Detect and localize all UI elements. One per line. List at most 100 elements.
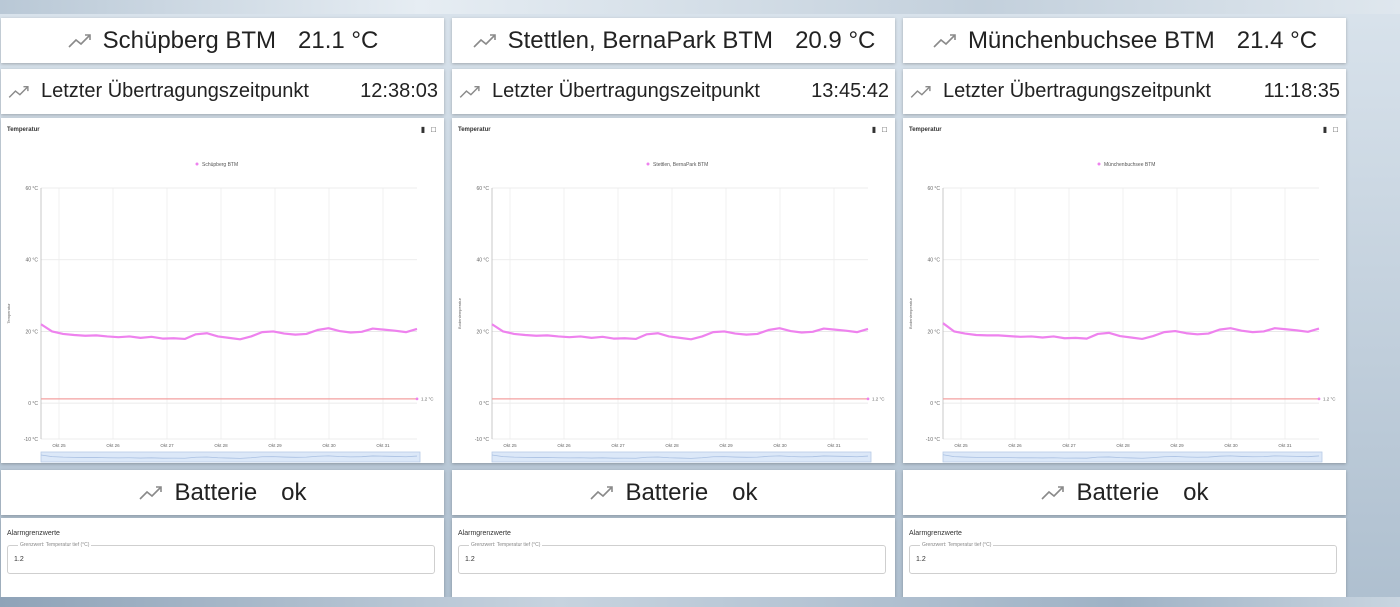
export-icon[interactable]: ▮ (871, 125, 877, 134)
y-axis-label: Temperatur (6, 303, 11, 324)
alarm-threshold-field[interactable]: Grenzwert: Temperatur tief (°C) 1.2 (458, 542, 886, 574)
last-transmission-card[interactable]: Letzter Übertragungszeitpunkt 13:45:42 (452, 69, 895, 114)
temperature-chart-card: Schüpberg BTM 60 °C 40 °C 20 °C 0 °C -10 °C Te… (1, 118, 444, 463)
trend-icon (7, 84, 31, 100)
y-tick-label: 20 °C (25, 329, 38, 335)
navigator-series (40, 454, 418, 459)
x-tick-label: Okt 25 (503, 443, 517, 448)
trend-icon (589, 484, 615, 502)
sensor-name: Stettlen, BernaPark BTM (507, 26, 774, 54)
navigator-series (491, 454, 869, 459)
temperature-series-line[interactable] (942, 322, 1320, 341)
last-transmission-card[interactable]: Letzter Übertragungszeitpunkt 11:18:35 (903, 69, 1346, 114)
temperature-chart: Münchenbuchsee BTM 60 °C 40 °C 20 °C 0 °C -10… (908, 162, 1336, 463)
sensor-temperature: 21.4 °C (1236, 26, 1318, 54)
trend-icon (458, 84, 482, 100)
battery-card[interactable]: Batterie ok (1, 470, 444, 515)
alarm-threshold-field[interactable]: Grenzwert: Temperatur tief (°C) 1.2 (7, 542, 435, 574)
alarm-threshold-field[interactable]: Grenzwert: Temperatur tief (°C) 1.2 (909, 542, 1337, 574)
y-tick-label: 60 °C (25, 186, 38, 192)
x-tick-label: Okt 26 (557, 443, 571, 448)
legend-label[interactable]: Münchenbuchsee BTM (1104, 162, 1155, 168)
export-icon[interactable]: ▮ (1322, 125, 1328, 134)
x-tick-label: Okt 28 (214, 443, 228, 448)
y-tick-label: 40 °C (476, 258, 489, 264)
chart-title: Temperatur (458, 127, 491, 133)
last-transmission-time: 13:45:42 (811, 80, 889, 102)
fullscreen-icon[interactable]: □ (1333, 125, 1338, 134)
last-transmission-label: Letzter Übertragungszeitpunkt (41, 80, 309, 102)
battery-value: ok (1183, 478, 1209, 506)
sensor-title-card[interactable]: Schüpberg BTM 21.1 °C (1, 18, 444, 63)
y-tick-label: -10 °C (24, 437, 39, 443)
alarm-thresholds-card: Alarmgrenzwerte Grenzwert: Temperatur ti… (903, 518, 1346, 597)
range-navigator[interactable] (942, 451, 1323, 463)
temperature-chart: Stettlen, BernaPark BTM 60 °C 40 °C 20 °C 0 … (457, 162, 885, 463)
x-tick-label: Okt 31 (827, 443, 841, 448)
alarm-thresholds-card: Alarmgrenzwerte Grenzwert: Temperatur ti… (1, 518, 444, 597)
range-navigator[interactable] (491, 451, 872, 463)
y-tick-label: -10 °C (926, 437, 941, 443)
sensor-title-card[interactable]: Münchenbuchsee BTM 21.4 °C (903, 18, 1346, 63)
last-transmission-time: 11:18:35 (1263, 80, 1340, 102)
x-tick-label: Okt 27 (1062, 443, 1076, 448)
range-navigator[interactable] (40, 451, 421, 463)
x-tick-label: Okt 25 (954, 443, 968, 448)
sensor-temperature: 21.1 °C (298, 26, 379, 54)
y-tick-label: 0 °C (930, 401, 940, 407)
sensor-temperature: 20.9 °C (795, 26, 876, 54)
x-tick-label: Okt 26 (106, 443, 120, 448)
x-tick-label: Okt 26 (1008, 443, 1022, 448)
threshold-label: 1.2 °C (421, 396, 434, 401)
y-tick-label: 0 °C (28, 401, 38, 407)
x-tick-label: Okt 27 (611, 443, 625, 448)
fullscreen-icon[interactable]: □ (431, 125, 436, 134)
sensor-name: Münchenbuchsee BTM (967, 26, 1215, 54)
y-tick-label: 60 °C (476, 186, 489, 192)
trend-icon (472, 32, 498, 50)
x-tick-label: Okt 30 (773, 443, 787, 448)
x-tick-label: Okt 31 (1278, 443, 1292, 448)
last-transmission-label: Letzter Übertragungszeitpunkt (492, 80, 760, 102)
last-transmission-card[interactable]: Letzter Übertragungszeitpunkt 12:38:03 (1, 69, 444, 114)
trend-icon (909, 84, 933, 100)
temperature-chart-card: Münchenbuchsee BTM 60 °C 40 °C 20 °C 0 °C -10… (903, 118, 1346, 463)
fullscreen-icon[interactable]: □ (882, 125, 887, 134)
sensor-title-card[interactable]: Stettlen, BernaPark BTM 20.9 °C (452, 18, 895, 63)
x-tick-label: Okt 29 (268, 443, 282, 448)
temperature-series-line[interactable] (40, 323, 418, 341)
x-tick-label: Okt 27 (160, 443, 174, 448)
last-transmission-label: Letzter Übertragungszeitpunkt (943, 80, 1211, 102)
alarm-title: Alarmgrenzwerte (458, 530, 511, 537)
background-top (0, 0, 1400, 14)
alarm-field-label: Grenzwert: Temperatur tief (°C) (469, 542, 543, 548)
alarm-field-value: 1.2 (14, 556, 24, 563)
battery-card[interactable]: Batterie ok (452, 470, 895, 515)
export-icon[interactable]: ▮ (420, 125, 426, 134)
y-tick-label: 40 °C (927, 258, 940, 264)
temperature-series-line[interactable] (491, 323, 869, 341)
legend-marker (646, 162, 650, 166)
legend-label[interactable]: Stettlen, BernaPark BTM (653, 162, 708, 168)
battery-value: ok (281, 478, 307, 506)
threshold-marker (866, 397, 870, 401)
x-tick-label: Okt 30 (1224, 443, 1238, 448)
x-tick-label: Okt 29 (719, 443, 733, 448)
alarm-field-label: Grenzwert: Temperatur tief (°C) (920, 542, 994, 548)
navigator-series (942, 454, 1320, 459)
legend-marker (195, 162, 199, 166)
chart-title: Temperatur (7, 127, 40, 133)
battery-label: Batterie (1076, 478, 1160, 506)
legend-label[interactable]: Schüpberg BTM (202, 162, 238, 168)
threshold-marker (1317, 397, 1321, 401)
battery-label: Batterie (625, 478, 709, 506)
chart-title: Temperatur (909, 127, 942, 133)
y-tick-label: -10 °C (475, 437, 490, 443)
x-tick-label: Okt 28 (1116, 443, 1130, 448)
alarm-thresholds-card: Alarmgrenzwerte Grenzwert: Temperatur ti… (452, 518, 895, 597)
alarm-title: Alarmgrenzwerte (7, 530, 60, 537)
battery-card[interactable]: Batterie ok (903, 470, 1346, 515)
x-tick-label: Okt 28 (665, 443, 679, 448)
x-tick-label: Okt 30 (322, 443, 336, 448)
trend-icon (67, 32, 93, 50)
